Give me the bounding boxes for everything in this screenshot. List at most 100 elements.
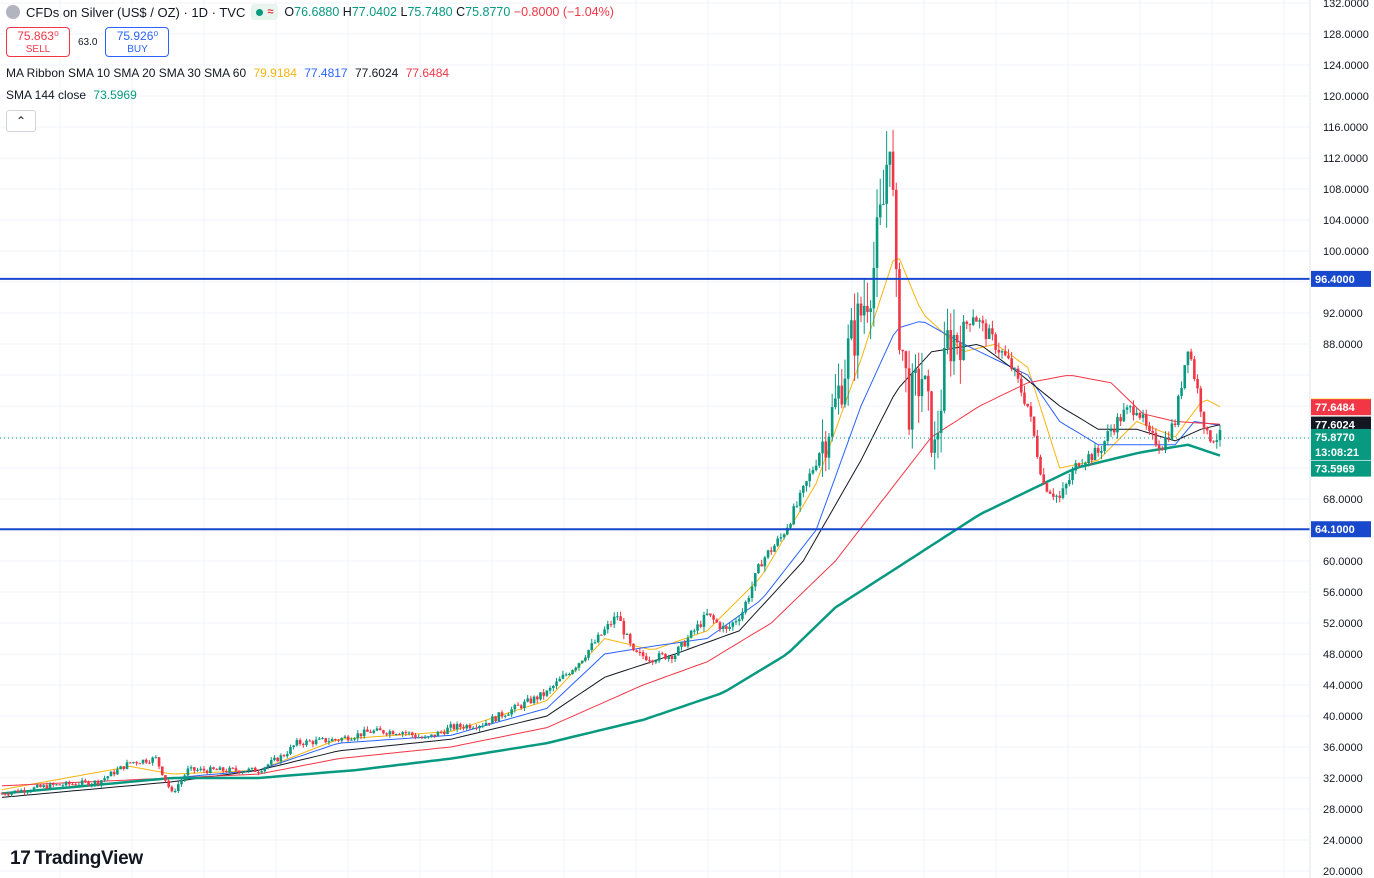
price-label-box (1311, 399, 1371, 416)
candle-body (1055, 495, 1058, 497)
price-tick-label: 104.0000 (1323, 215, 1369, 227)
candle-body (318, 738, 321, 740)
candle-body (212, 767, 215, 770)
candle-body (930, 391, 933, 453)
candle-body (519, 705, 523, 708)
price-label-box (1311, 460, 1371, 477)
candle-body (1183, 365, 1187, 389)
candle-body (61, 785, 65, 787)
candle-body (19, 790, 23, 793)
candle-body (737, 619, 741, 622)
candle-body (500, 712, 504, 717)
candle-body (253, 767, 257, 772)
symbol-title[interactable]: CFDs on Silver (US$ / OZ) · 1D · TVC (26, 4, 246, 20)
candle-body (561, 674, 565, 679)
candle-body (1209, 430, 1212, 442)
candle-body (29, 790, 33, 792)
candle-body (199, 768, 203, 770)
candle-body (542, 692, 545, 696)
candle-body (410, 732, 414, 736)
price-tick-label: 52.0000 (1323, 618, 1363, 630)
candle-body (90, 784, 94, 786)
candle-body (1058, 495, 1062, 498)
candle-body (917, 368, 921, 397)
candle-body (1119, 417, 1122, 422)
candle-body (782, 534, 786, 538)
candle-body (862, 305, 866, 316)
chevron-up-icon[interactable]: ⌃ (6, 110, 36, 132)
candle-body (731, 622, 735, 627)
market-status-badge[interactable]: ≈ (251, 4, 279, 20)
candle-body (878, 204, 882, 218)
candle-body (80, 780, 84, 785)
candle-body (215, 769, 219, 771)
candle-body (526, 698, 529, 702)
candle-body (122, 766, 126, 769)
candle-body (132, 762, 135, 764)
candle-body (1029, 406, 1033, 417)
candle-body (612, 616, 616, 625)
sma-legend[interactable]: SMA 144 close 73.5969 (6, 88, 137, 102)
candle-body (119, 766, 122, 770)
candle-body (702, 614, 706, 627)
price-label-box (1311, 416, 1371, 433)
candle-body (1074, 463, 1078, 471)
candle-body (420, 737, 424, 739)
candle-body (433, 734, 437, 737)
candle-body (709, 613, 712, 616)
candle-body (346, 736, 350, 741)
price-axis: 132.0000 128.0000 124.0000 120.0000 116.0000… (1309, 0, 1374, 878)
candle-body (77, 784, 81, 786)
candle-body (1000, 351, 1004, 353)
candle-body (417, 737, 420, 739)
candle-body (378, 728, 382, 731)
candle-body (452, 724, 456, 730)
candle-body (987, 328, 991, 339)
candle-body (673, 655, 677, 659)
candle-body (13, 790, 17, 793)
candle-body (359, 733, 363, 737)
candle-body (273, 757, 276, 761)
candle-body (68, 781, 71, 785)
candle-body (850, 320, 853, 339)
candle-body (301, 743, 305, 746)
candle-body (776, 538, 779, 546)
sell-button[interactable]: 75.863⁰ SELL (6, 27, 70, 57)
candle-body (35, 785, 39, 788)
price-tick-label: 100.0000 (1323, 246, 1369, 258)
candle-body (789, 524, 792, 528)
candle-body (802, 485, 805, 493)
tradingview-logo[interactable]: 17 TradingView (10, 848, 143, 870)
ma-ribbon-legend[interactable]: MA Ribbon SMA 10 SMA 20 SMA 30 SMA 60 79… (6, 66, 450, 80)
candle-body (606, 624, 610, 630)
candle-body (356, 733, 360, 739)
candle-body (846, 338, 850, 379)
candle-body (478, 725, 481, 729)
candle-body (619, 616, 622, 622)
candle-body (372, 730, 376, 733)
price-tick-label: 120.0000 (1323, 91, 1369, 103)
price-tick-label: 28.0000 (1323, 804, 1363, 816)
candle-body (657, 653, 661, 661)
buy-button[interactable]: 75.926⁰ BUY (105, 27, 170, 57)
candle-body (209, 767, 212, 774)
candle-body (1007, 355, 1010, 359)
candle-body (388, 731, 392, 735)
candle-body (167, 780, 170, 787)
candle-body (1052, 493, 1055, 497)
candle-body (1068, 480, 1071, 485)
price-change: −0.8000 (−1.04%) (513, 5, 614, 19)
candle-body (651, 660, 654, 663)
candle-body (7, 794, 10, 796)
candle-body (1048, 491, 1052, 494)
candle-body (446, 727, 449, 734)
candle-body (670, 656, 674, 659)
candle-body (744, 601, 747, 613)
candle-body (337, 739, 340, 741)
candle-body (1071, 470, 1074, 481)
candle-body (856, 303, 860, 356)
candle-body (1164, 437, 1167, 451)
candle-body (955, 335, 959, 343)
candle-body (1116, 417, 1119, 433)
